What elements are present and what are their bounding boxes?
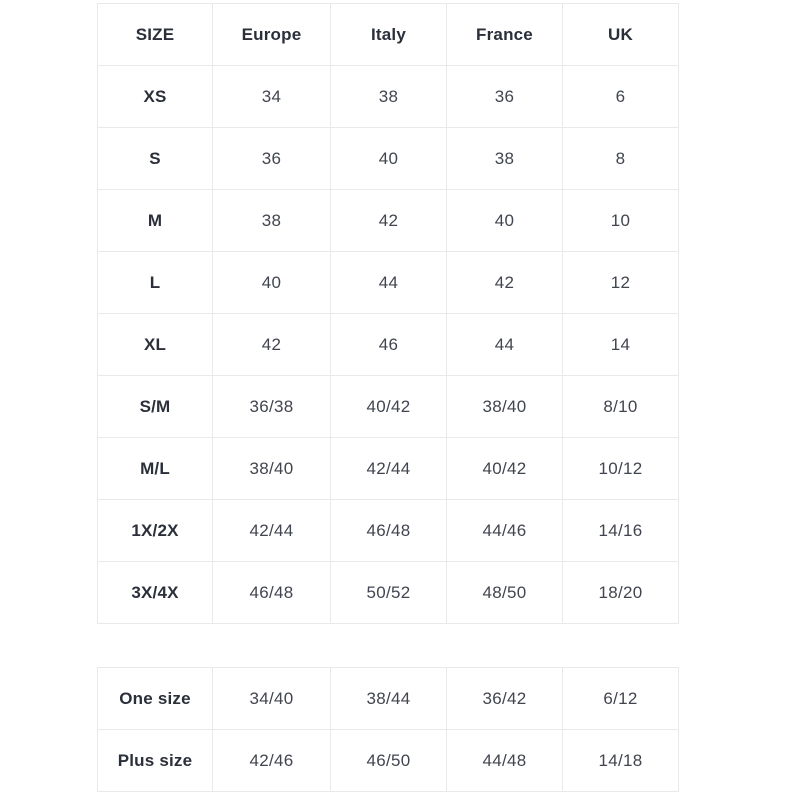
cell-m-l-france: 40/42 (446, 437, 563, 500)
cell-l-italy: 44 (330, 251, 447, 314)
cell-one-size-france: 36/42 (446, 667, 563, 730)
cell-one-size-europe: 34/40 (212, 667, 331, 730)
cell-one-size-italy: 38/44 (330, 667, 447, 730)
cell-m-l-uk: 10/12 (562, 437, 679, 500)
table-row: 3X/4X 46/48 50/52 48/50 18/20 (97, 561, 679, 624)
primary-table-body: XS 34 38 36 6 S 36 40 38 8 M 38 42 40 10 (97, 65, 679, 624)
cell-xs-europe: 34 (212, 65, 331, 128)
table-row: XL 42 46 44 14 (97, 313, 679, 376)
column-header-italy: Italy (330, 3, 447, 66)
cell-s-m-europe: 36/38 (212, 375, 331, 438)
cell-1x-2x-italy: 46/48 (330, 499, 447, 562)
row-label-l: L (97, 251, 213, 314)
cell-m-france: 40 (446, 189, 563, 252)
cell-s-italy: 40 (330, 127, 447, 190)
cell-s-m-france: 38/40 (446, 375, 563, 438)
cell-m-europe: 38 (212, 189, 331, 252)
cell-xs-italy: 38 (330, 65, 447, 128)
table-row: XS 34 38 36 6 (97, 65, 679, 128)
cell-3x-4x-uk: 18/20 (562, 561, 679, 624)
cell-plus-size-italy: 46/50 (330, 729, 447, 792)
row-label-xl: XL (97, 313, 213, 376)
cell-xl-europe: 42 (212, 313, 331, 376)
cell-l-europe: 40 (212, 251, 331, 314)
cell-m-l-europe: 38/40 (212, 437, 331, 500)
column-header-france: France (446, 3, 563, 66)
table-row: S 36 40 38 8 (97, 127, 679, 190)
cell-s-france: 38 (446, 127, 563, 190)
table-header-row: SIZE Europe Italy France UK (97, 3, 679, 66)
table-row: M 38 42 40 10 (97, 189, 679, 252)
table-row: S/M 36/38 40/42 38/40 8/10 (97, 375, 679, 438)
row-label-plus-size: Plus size (97, 729, 213, 792)
row-label-one-size: One size (97, 667, 213, 730)
table-row: L 40 44 42 12 (97, 251, 679, 314)
column-header-europe: Europe (212, 3, 331, 66)
cell-s-m-uk: 8/10 (562, 375, 679, 438)
cell-xs-france: 36 (446, 65, 563, 128)
table-row: 1X/2X 42/44 46/48 44/46 14/16 (97, 499, 679, 562)
row-label-s: S (97, 127, 213, 190)
row-label-3x-4x: 3X/4X (97, 561, 213, 624)
cell-l-france: 42 (446, 251, 563, 314)
cell-1x-2x-europe: 42/44 (212, 499, 331, 562)
row-label-m-l: M/L (97, 437, 213, 500)
cell-l-uk: 12 (562, 251, 679, 314)
table-row: M/L 38/40 42/44 40/42 10/12 (97, 437, 679, 500)
cell-s-europe: 36 (212, 127, 331, 190)
cell-m-uk: 10 (562, 189, 679, 252)
row-label-m: M (97, 189, 213, 252)
cell-xs-uk: 6 (562, 65, 679, 128)
column-header-uk: UK (562, 3, 679, 66)
cell-3x-4x-europe: 46/48 (212, 561, 331, 624)
cell-xl-italy: 46 (330, 313, 447, 376)
cell-plus-size-europe: 42/46 (212, 729, 331, 792)
secondary-size-table: One size 34/40 38/44 36/42 6/12 Plus siz… (97, 667, 679, 792)
cell-m-italy: 42 (330, 189, 447, 252)
table-row: Plus size 42/46 46/50 44/48 14/18 (97, 729, 679, 792)
cell-1x-2x-uk: 14/16 (562, 499, 679, 562)
row-label-s-m: S/M (97, 375, 213, 438)
cell-xl-france: 44 (446, 313, 563, 376)
cell-s-uk: 8 (562, 127, 679, 190)
cell-xl-uk: 14 (562, 313, 679, 376)
row-label-1x-2x: 1X/2X (97, 499, 213, 562)
primary-table-header: SIZE Europe Italy France UK (97, 3, 679, 66)
row-label-xs: XS (97, 65, 213, 128)
cell-1x-2x-france: 44/46 (446, 499, 563, 562)
table-row: One size 34/40 38/44 36/42 6/12 (97, 667, 679, 730)
cell-one-size-uk: 6/12 (562, 667, 679, 730)
cell-plus-size-france: 44/48 (446, 729, 563, 792)
cell-m-l-italy: 42/44 (330, 437, 447, 500)
secondary-table-body: One size 34/40 38/44 36/42 6/12 Plus siz… (97, 667, 679, 792)
cell-plus-size-uk: 14/18 (562, 729, 679, 792)
cell-3x-4x-italy: 50/52 (330, 561, 447, 624)
primary-size-table: SIZE Europe Italy France UK XS 34 38 36 … (97, 3, 679, 624)
cell-3x-4x-france: 48/50 (446, 561, 563, 624)
column-header-size: SIZE (97, 3, 213, 66)
cell-s-m-italy: 40/42 (330, 375, 447, 438)
